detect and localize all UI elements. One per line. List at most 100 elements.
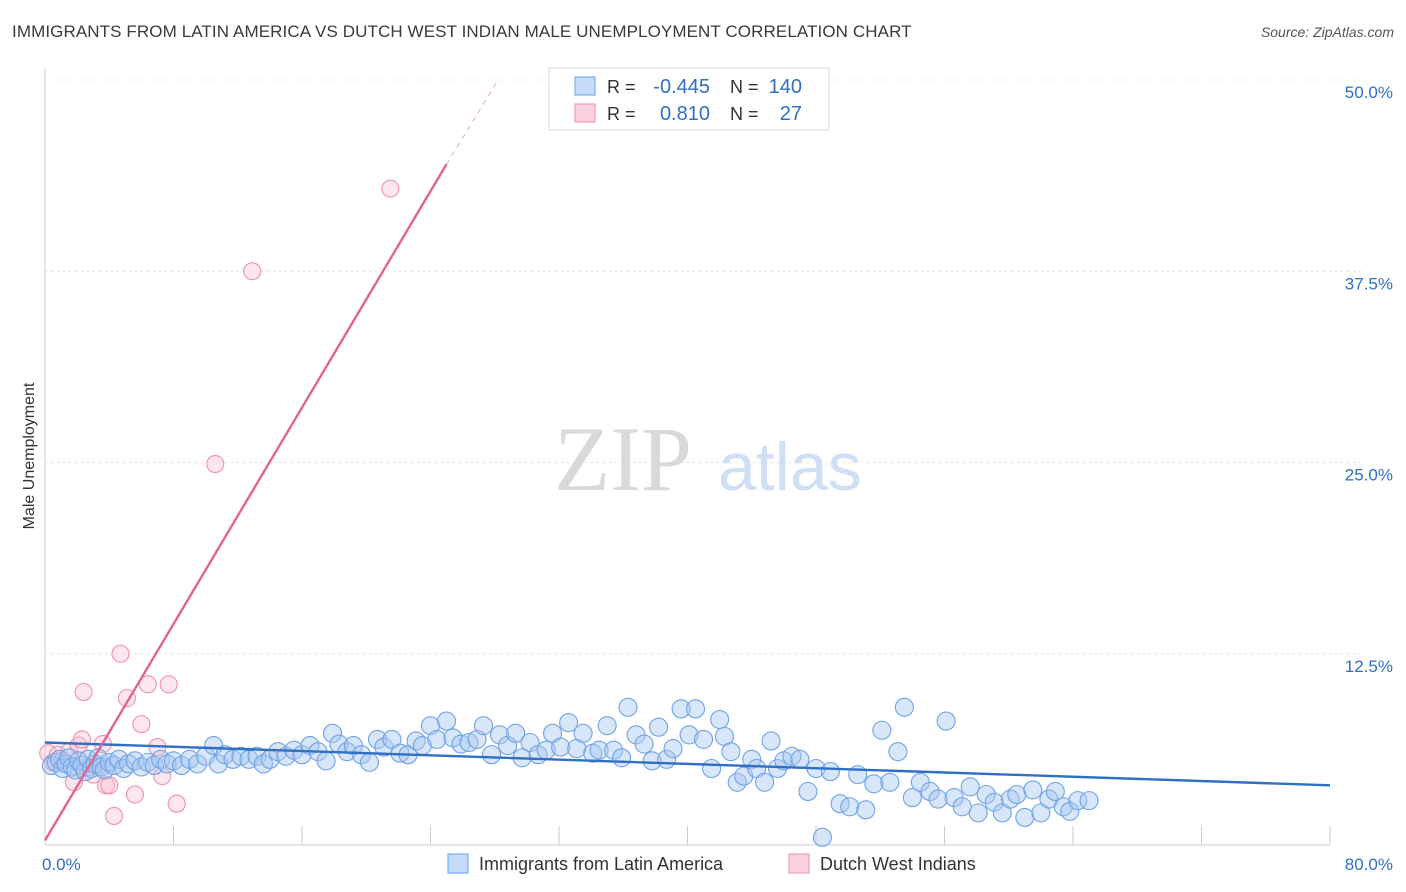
data-point-latin-america xyxy=(427,729,447,749)
series-immigrants-latin-america xyxy=(41,697,1099,847)
data-point-dutch-west-indians xyxy=(159,675,178,694)
x-tick-label: 80.0% xyxy=(1345,855,1393,874)
data-point-latin-america xyxy=(642,751,662,771)
data-point-latin-america xyxy=(649,717,669,737)
data-point-latin-america xyxy=(761,731,781,751)
data-point-latin-america xyxy=(976,784,996,805)
data-point-latin-america xyxy=(960,777,980,797)
stats-n-value-1: 140 xyxy=(769,76,802,98)
stats-r-label-1: R = xyxy=(607,77,636,97)
data-point-latin-america xyxy=(1007,784,1027,805)
data-point-latin-america xyxy=(109,749,129,769)
data-point-latin-america xyxy=(351,745,371,765)
y-tick-label: 12.5% xyxy=(1345,657,1393,676)
data-point-latin-america xyxy=(612,748,632,768)
data-point-latin-america xyxy=(604,740,624,760)
data-point-latin-america xyxy=(864,774,884,794)
data-point-latin-america xyxy=(856,800,876,820)
watermark-atlas: atlas xyxy=(718,429,862,505)
data-point-latin-america xyxy=(367,729,388,749)
data-point-latin-america xyxy=(1079,791,1099,811)
y-axis-label: Male Unemployment xyxy=(21,382,38,529)
data-point-latin-america xyxy=(798,781,818,802)
data-point-latin-america xyxy=(920,781,940,802)
legend-swatch-latin-america xyxy=(447,853,469,874)
data-point-latin-america xyxy=(742,749,762,769)
data-point-latin-america xyxy=(790,749,810,769)
data-point-latin-america xyxy=(820,762,841,782)
data-point-latin-america xyxy=(322,723,343,743)
trend-line-latin-america xyxy=(44,741,1331,787)
data-point-latin-america xyxy=(663,739,683,759)
axes xyxy=(44,68,1331,846)
legend-label-latin-america: Immigrants from Latin America xyxy=(479,854,724,874)
data-point-latin-america xyxy=(1068,791,1088,811)
stats-r-value-1: -0.445 xyxy=(653,76,710,98)
data-point-latin-america xyxy=(597,716,617,736)
chart-title: IMMIGRANTS FROM LATIN AMERICA VS DUTCH W… xyxy=(12,22,912,41)
data-point-dutch-west-indians xyxy=(381,179,400,198)
data-point-latin-america xyxy=(840,797,860,817)
data-point-dutch-west-indians xyxy=(111,644,130,663)
data-point-dutch-west-indians xyxy=(72,730,91,749)
data-point-latin-america xyxy=(634,734,654,754)
y-tick-label: 50.0% xyxy=(1345,83,1393,102)
data-point-latin-america xyxy=(685,699,706,719)
data-point-latin-america xyxy=(573,723,593,743)
data-point-latin-america xyxy=(984,792,1004,812)
stats-n-label-1: N = xyxy=(730,77,759,97)
data-point-latin-america xyxy=(767,758,788,779)
data-point-latin-america xyxy=(968,803,988,823)
trend-lines xyxy=(43,79,1331,842)
data-point-latin-america xyxy=(551,737,571,757)
data-point-latin-america xyxy=(506,723,526,743)
stats-n-label-2: N = xyxy=(730,104,759,124)
data-point-dutch-west-indians xyxy=(167,794,186,813)
trend-line-extension-dutch-west-indians xyxy=(446,79,499,165)
data-point-latin-america xyxy=(359,752,380,772)
data-point-latin-america xyxy=(694,729,714,749)
data-point-latin-america xyxy=(188,754,208,774)
stats-legend-box xyxy=(548,67,830,131)
data-point-latin-america xyxy=(721,742,741,762)
stats-legend-swatch-pink xyxy=(574,103,596,123)
source-label: Source: ZipAtlas.com xyxy=(1260,24,1394,40)
data-point-dutch-west-indians xyxy=(74,682,93,702)
data-point-latin-america xyxy=(928,789,948,809)
y-tick-label: 25.0% xyxy=(1345,466,1393,485)
legend-label-dutch-west-indians: Dutch West Indians xyxy=(820,854,976,874)
data-point-latin-america xyxy=(490,725,510,745)
stats-n-value-2: 27 xyxy=(780,103,802,125)
watermark: ZIP atlas xyxy=(554,408,862,510)
data-point-latin-america xyxy=(671,699,691,719)
data-point-latin-america xyxy=(451,734,471,754)
stats-r-value-2: 0.810 xyxy=(660,103,710,125)
y-tick-label: 37.5% xyxy=(1345,274,1393,293)
data-point-latin-america xyxy=(952,797,972,817)
gridlines xyxy=(45,79,1365,655)
series-dutch-west-indians xyxy=(39,179,400,825)
data-point-latin-america xyxy=(1023,780,1043,800)
tick-labels: 12.5% 25.0% 37.5% 50.0% 0.0% 80.0% xyxy=(42,83,1393,874)
data-point-dutch-west-indians xyxy=(132,715,151,734)
data-point-latin-america xyxy=(589,740,609,760)
series-legend: Immigrants from Latin America Dutch West… xyxy=(447,853,976,874)
data-point-latin-america xyxy=(812,827,832,847)
legend-swatch-dutch-west-indians xyxy=(788,853,810,874)
stats-legend: R = -0.445 N = 140 R = 0.810 N = 27 xyxy=(548,67,830,131)
data-point-latin-america xyxy=(936,711,956,731)
data-point-latin-america xyxy=(559,713,579,733)
data-point-latin-america xyxy=(1045,781,1065,802)
data-point-latin-america xyxy=(872,720,892,740)
data-point-latin-america xyxy=(1015,807,1035,828)
data-point-dutch-west-indians xyxy=(100,776,119,795)
data-point-latin-america xyxy=(894,697,914,717)
data-point-dutch-west-indians xyxy=(243,262,262,281)
data-point-latin-america xyxy=(880,772,900,792)
data-point-latin-america xyxy=(888,742,908,762)
data-point-dutch-west-indians xyxy=(125,785,144,804)
data-point-dutch-west-indians xyxy=(105,806,124,825)
stats-r-label-2: R = xyxy=(607,104,636,124)
data-point-latin-america xyxy=(902,788,922,808)
